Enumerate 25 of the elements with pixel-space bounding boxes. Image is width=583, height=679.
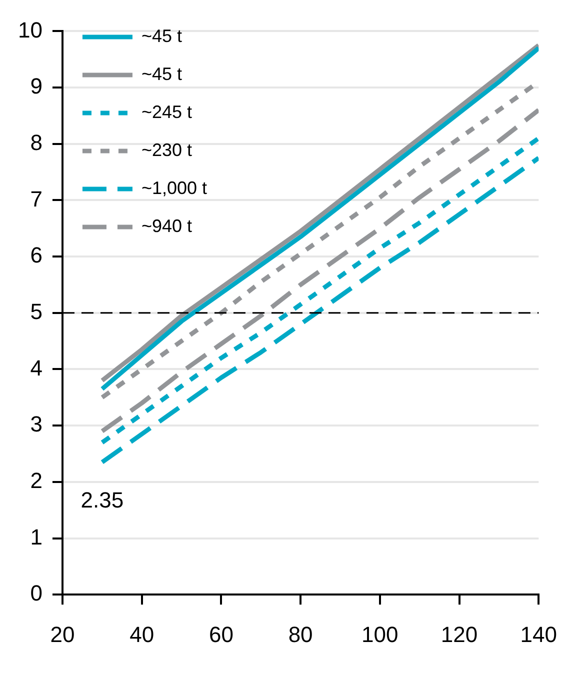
y-tick-label: 9 [30,74,42,99]
x-tick-label: 60 [208,622,234,647]
x-tick-label: 100 [362,622,398,647]
y-tick-label: 3 [30,412,42,437]
legend-label: ~45 t [141,64,182,84]
y-tick-label: 4 [30,355,42,380]
y-tick-label: 6 [30,242,42,268]
x-tick-label: 40 [130,622,154,647]
y-tick-label: 7 [30,186,42,212]
x-tick-label: 20 [50,622,75,647]
x-tick-label: 80 [288,622,313,647]
legend-label: ~940 t [141,216,192,236]
annotation: 2.35 [80,487,124,512]
y-tick-label: 5 [30,298,42,324]
y-tick-label: 0 [30,580,42,606]
y-tick-label: 8 [30,130,42,155]
legend-label: ~245 t [141,102,192,122]
y-tick-label: 1 [30,524,42,550]
legend-label: ~45 t [141,26,182,46]
x-tick-label: 140 [520,622,558,647]
legend-label: ~230 t [141,140,192,160]
y-tick-label: 10 [18,17,42,42]
legend-label: ~1,000 t [141,178,208,198]
y-tick-label: 2 [30,468,42,493]
x-tick-label: 120 [440,622,478,647]
